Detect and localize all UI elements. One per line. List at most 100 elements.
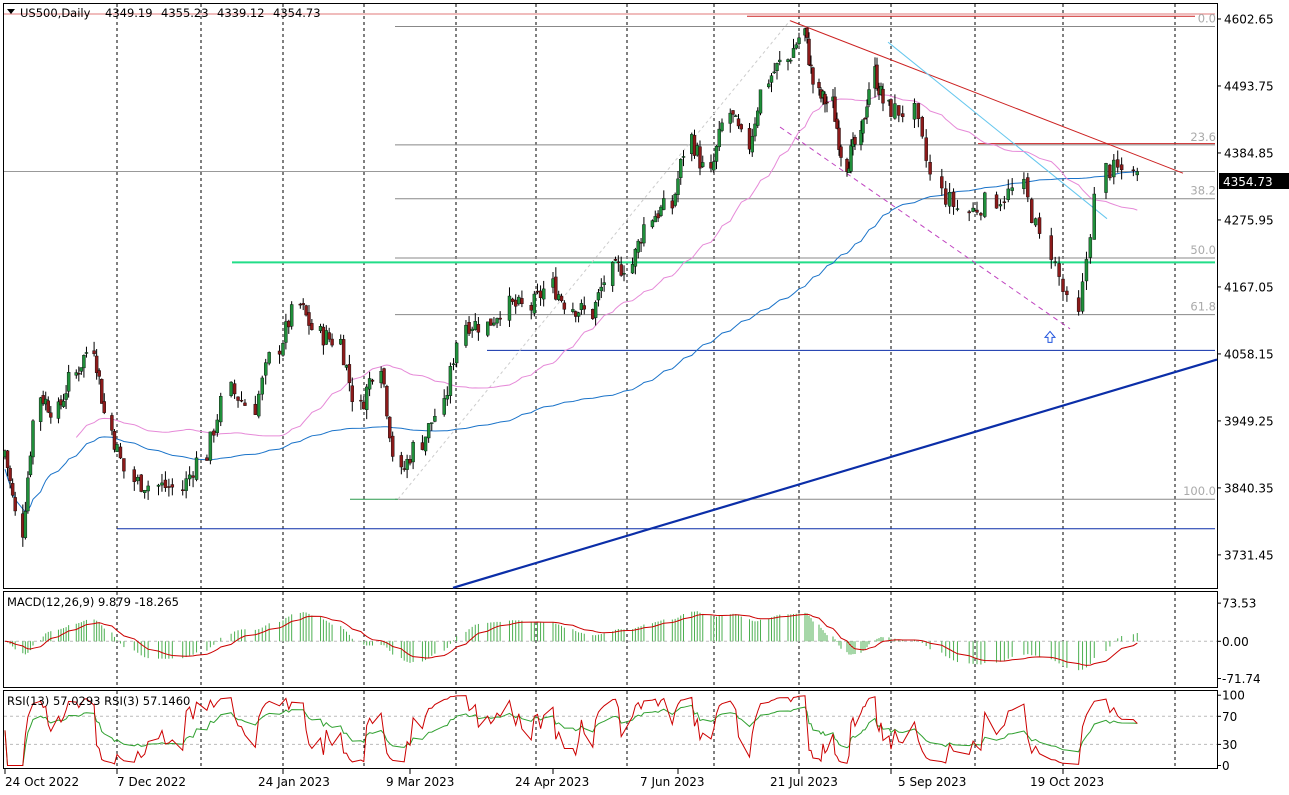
- candle-body: [538, 290, 543, 299]
- candle-body: [92, 350, 96, 355]
- y-tick-label: 4602.65: [1224, 12, 1274, 26]
- candle-body: [734, 115, 738, 117]
- candle-body: [529, 305, 533, 311]
- candle-body: [833, 96, 837, 122]
- candle-body: [476, 324, 481, 333]
- candle-body: [1002, 201, 1007, 203]
- candle-body: [492, 322, 496, 326]
- candle-body: [163, 479, 168, 488]
- y-tick-label: 4275.95: [1224, 213, 1274, 227]
- candle-body: [253, 403, 258, 415]
- candle-body: [243, 402, 247, 406]
- candle-body: [433, 416, 437, 422]
- candle-body: [239, 399, 244, 402]
- candle-body: [701, 162, 705, 167]
- candle-body: [786, 59, 790, 62]
- candle-body: [750, 136, 754, 153]
- candle-body: [736, 118, 741, 127]
- candle-body: [184, 478, 188, 491]
- candle-body: [520, 298, 524, 304]
- macd-signal-line: [4, 613, 1138, 666]
- candle-body: [817, 82, 821, 89]
- candle-body: [5, 450, 10, 468]
- candle-body: [731, 110, 735, 115]
- rsi-indicator: 100 70 30 0: [4, 689, 1245, 773]
- candle-body: [630, 263, 635, 274]
- candle-body: [102, 401, 106, 413]
- candle-body: [194, 457, 199, 480]
- candle-body: [426, 423, 431, 439]
- candle-body: [260, 377, 264, 395]
- candle-body: [115, 444, 119, 452]
- candle-body: [49, 412, 53, 418]
- candle-body: [650, 220, 655, 228]
- candle-body: [26, 477, 30, 512]
- candle-body: [405, 459, 409, 470]
- candle-body: [720, 122, 724, 131]
- candle-body: [767, 83, 771, 88]
- candle-body: [301, 303, 305, 306]
- candle-body: [324, 330, 328, 345]
- candle-body: [901, 113, 905, 117]
- fibonacci-labels: 0.0 23.6 38.2 50.0 61.8 100.0: [1183, 11, 1216, 498]
- y-tick-label: 3949.25: [1224, 414, 1274, 428]
- candle-body: [994, 194, 999, 209]
- candle-body: [1057, 263, 1061, 277]
- rsi-3-line: [4, 695, 1138, 766]
- candle-body: [118, 446, 123, 459]
- candle-body: [825, 101, 829, 104]
- candle-body: [281, 342, 285, 356]
- candle-body: [362, 401, 366, 410]
- candle-body: [307, 312, 311, 326]
- fibonacci-level-label: 50.0: [1190, 243, 1216, 257]
- candle-body: [370, 379, 375, 382]
- candle-body: [653, 216, 657, 223]
- candle-body: [809, 64, 813, 67]
- x-tick-label: 24 Apr 2023: [515, 775, 589, 789]
- candle-body: [1033, 218, 1038, 226]
- candle-body: [924, 137, 928, 161]
- candle-body: [865, 106, 869, 118]
- candle-body: [284, 321, 288, 343]
- channel-line: [779, 126, 1071, 330]
- candle-body: [756, 110, 760, 126]
- candle-body: [486, 321, 490, 336]
- candle-body: [139, 474, 143, 492]
- dropdown-triangle-icon[interactable]: [7, 9, 15, 14]
- candle-body: [633, 249, 638, 267]
- analysis-drawings: [4, 13, 1218, 589]
- candle-body: [554, 276, 558, 300]
- candle-body: [264, 362, 268, 376]
- candle-body: [142, 490, 147, 493]
- candle-body: [23, 511, 28, 538]
- y-tick-label: 3840.35: [1224, 481, 1274, 495]
- candle-body: [835, 118, 839, 129]
- candle-body: [341, 339, 346, 366]
- candle-body: [593, 302, 598, 318]
- macd-indicator: 73.53 0.00 -71.74: [4, 597, 1261, 686]
- candle-body: [347, 364, 352, 383]
- candle-body: [692, 135, 697, 156]
- candle-body: [747, 128, 752, 150]
- candle-body: [10, 483, 15, 496]
- candle-body: [257, 393, 261, 417]
- candle-body: [208, 431, 213, 461]
- y-tick-label: 4058.15: [1224, 347, 1274, 361]
- candle-body: [805, 27, 809, 38]
- candle-body: [411, 442, 415, 463]
- candle-body: [698, 146, 702, 169]
- candle-body: [979, 213, 983, 216]
- candle-body: [1092, 193, 1096, 240]
- candle-body: [170, 484, 175, 488]
- candle-body: [82, 355, 86, 369]
- main-price-panel[interactable]: [3, 3, 1218, 589]
- candle-body: [867, 89, 871, 105]
- candle-body: [551, 278, 555, 288]
- candle-body: [420, 442, 425, 450]
- macd-panel[interactable]: [3, 591, 1218, 688]
- candle-body: [1116, 159, 1120, 168]
- y-tick-label: 4384.85: [1224, 146, 1274, 160]
- candle-body: [775, 63, 779, 72]
- candle-body: [881, 88, 885, 104]
